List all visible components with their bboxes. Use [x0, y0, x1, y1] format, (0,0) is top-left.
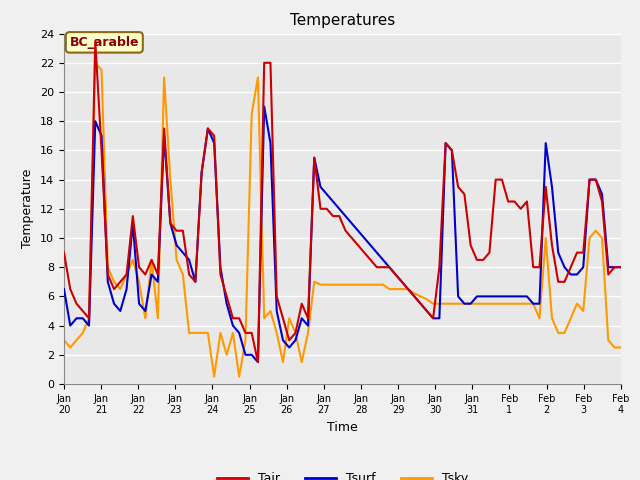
Tair	[461, 192, 468, 197]
Line: Tsky: Tsky	[64, 63, 621, 377]
Tair	[60, 250, 68, 255]
Tsurf	[229, 323, 237, 328]
Tair	[254, 359, 262, 365]
Tair	[92, 38, 99, 44]
Tair	[604, 272, 612, 277]
Tsurf	[536, 301, 543, 307]
Tsky	[536, 315, 543, 321]
Tsurf	[260, 104, 268, 109]
Tsky	[241, 337, 249, 343]
Line: Tsurf: Tsurf	[64, 107, 621, 362]
Tsurf	[60, 286, 68, 292]
Tsurf	[461, 301, 468, 307]
Tsky	[461, 301, 468, 307]
Tair	[548, 242, 556, 248]
Tair	[536, 264, 543, 270]
X-axis label: Time: Time	[327, 421, 358, 434]
Tsurf	[254, 359, 262, 365]
Text: BC_arable: BC_arable	[70, 36, 139, 49]
Tsky	[604, 337, 612, 343]
Tsurf	[135, 301, 143, 307]
Tsky	[617, 345, 625, 350]
Tsurf	[548, 184, 556, 190]
Tsky	[60, 337, 68, 343]
Legend: Tair, Tsurf, Tsky: Tair, Tsurf, Tsky	[212, 468, 473, 480]
Tsurf	[604, 264, 612, 270]
Tsurf	[617, 264, 625, 270]
Tsky	[141, 315, 149, 321]
Tsky	[92, 60, 99, 66]
Title: Temperatures: Temperatures	[290, 13, 395, 28]
Tsky	[211, 374, 218, 380]
Line: Tair: Tair	[64, 41, 621, 362]
Y-axis label: Temperature: Temperature	[22, 169, 35, 249]
Tair	[236, 315, 243, 321]
Tair	[141, 272, 149, 277]
Tair	[617, 264, 625, 270]
Tsky	[548, 315, 556, 321]
